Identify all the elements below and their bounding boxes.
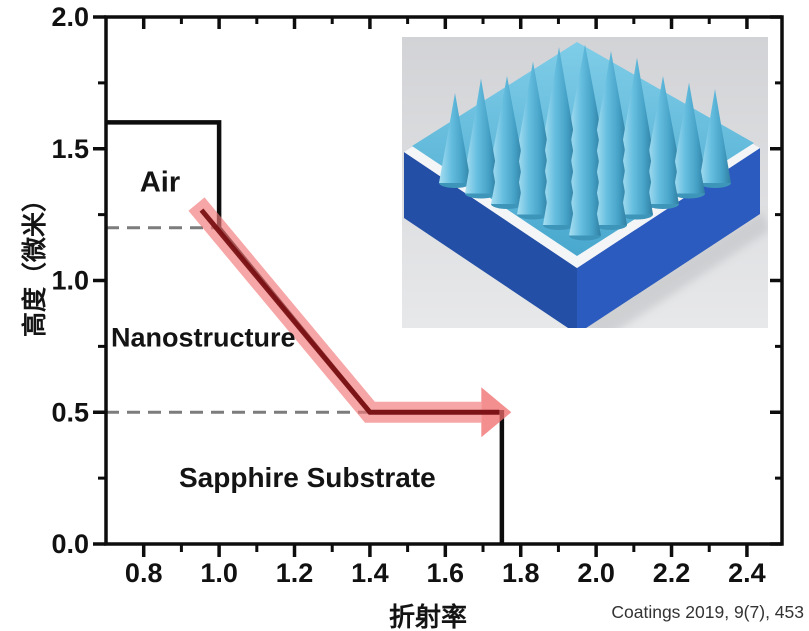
cone <box>491 118 523 204</box>
cone <box>569 149 601 236</box>
y-axis-title: 高度（微米） <box>21 186 49 338</box>
cone <box>647 118 679 204</box>
cone <box>465 99 497 194</box>
cone <box>595 135 627 225</box>
y-tick-label: 2.0 <box>51 2 89 32</box>
region-label-nanostructure: Nanostructure <box>111 322 296 353</box>
cone <box>439 93 471 183</box>
cone <box>543 131 575 225</box>
cone <box>699 89 731 183</box>
axis-tick-labels: 0.8 1.0 1.2 1.4 1.6 1.8 2.0 2.2 2.4 0.0 0.5 1.0 1.5 2… <box>51 2 765 588</box>
region-label-air: Air <box>139 166 181 199</box>
x-axis-title: 折射率 <box>388 602 468 631</box>
y-tick-label: 1.5 <box>51 134 89 164</box>
x-tick-label: 1.6 <box>427 558 465 588</box>
inset-3d-nanostructure-image <box>402 37 768 328</box>
cone-array <box>439 44 731 241</box>
guide-lines <box>106 226 370 414</box>
substrate-left-face <box>404 152 577 328</box>
region-label-sapphire-substrate: Sapphire Substrate <box>179 462 436 493</box>
x-tick-label: 1.0 <box>200 558 238 588</box>
arrow-core-line <box>199 208 500 415</box>
x-tick-label: 0.8 <box>125 558 163 588</box>
x-tick-label: 2.0 <box>577 558 615 588</box>
plot-frame <box>104 15 784 546</box>
gradient-arrow-group <box>188 197 512 438</box>
y-tick-label: 0.5 <box>51 397 89 427</box>
x-tick-label: 2.4 <box>728 558 766 588</box>
x-tick-label: 1.2 <box>276 558 314 588</box>
substrate-right-face <box>577 148 760 328</box>
x-tick-label: 1.8 <box>502 558 540 588</box>
cone <box>673 103 705 194</box>
x-tick-label: 2.2 <box>653 558 691 588</box>
cone <box>517 124 549 215</box>
y-tick-label: 0.0 <box>51 529 89 559</box>
x-tick-label: 1.4 <box>351 558 389 588</box>
y-tick-label: 1.0 <box>51 266 89 296</box>
cone <box>621 120 653 215</box>
citation-text: Coatings 2019, 9(7), 453 <box>611 602 804 622</box>
